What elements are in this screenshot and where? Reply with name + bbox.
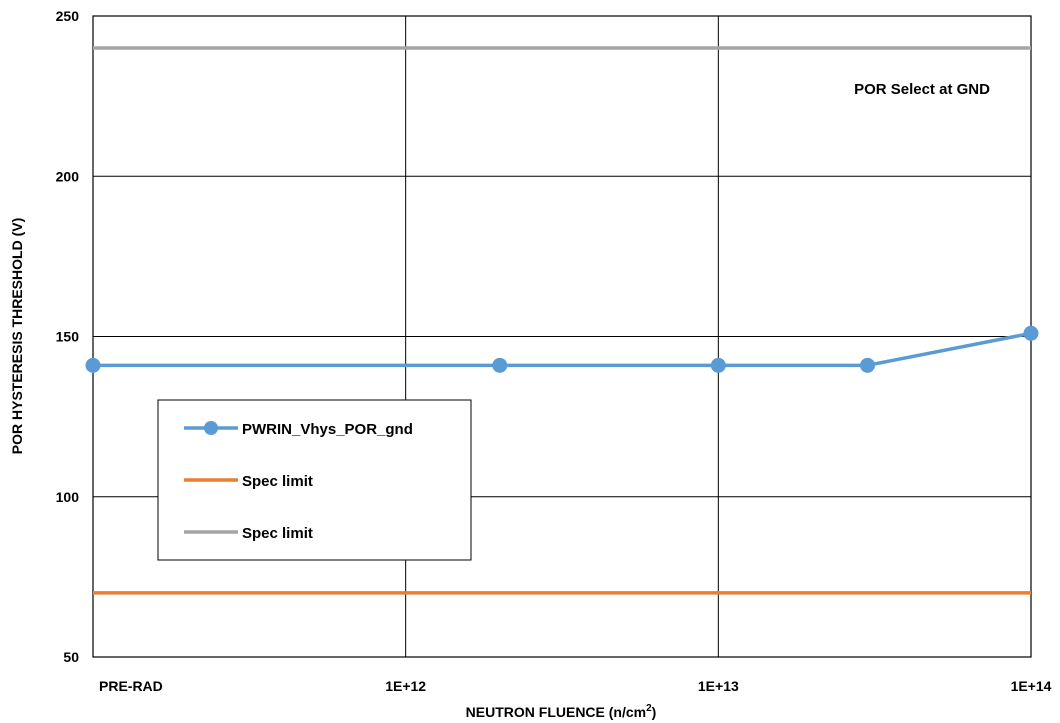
legend-label: Spec limit — [242, 525, 313, 542]
x-tick-label: 1E+12 — [385, 678, 426, 694]
data-point — [860, 357, 876, 373]
data-point — [85, 357, 101, 373]
x-tick-labels: PRE-RAD 1E+12 1E+13 1E+14 — [99, 678, 1052, 694]
y-axis-title: POR HYSTERESIS THRESHOLD (V) — [9, 218, 25, 454]
x-tick-label: PRE-RAD — [99, 678, 163, 694]
x-tick-label: 1E+14 — [1011, 678, 1052, 694]
legend-label: PWRIN_Vhys_POR_gnd — [242, 421, 413, 438]
legend-swatch-marker — [204, 421, 218, 435]
data-point — [492, 357, 508, 373]
legend: PWRIN_Vhys_POR_gnd Spec limit Spec limit — [157, 399, 472, 561]
y-tick-label: 150 — [56, 329, 80, 345]
legend-label: Spec limit — [242, 473, 313, 490]
y-tick-labels: 50 100 150 200 250 — [56, 8, 80, 665]
y-tick-label: 50 — [63, 649, 79, 665]
y-tick-label: 100 — [56, 489, 80, 505]
legend-items: PWRIN_Vhys_POR_gnd Spec limit Spec limit — [184, 421, 413, 542]
y-tick-label: 200 — [56, 168, 80, 184]
annotation-por-select: POR Select at GND — [854, 81, 990, 98]
data-point — [1023, 325, 1039, 341]
x-tick-label: 1E+13 — [698, 678, 739, 694]
series-group — [85, 46, 1039, 595]
y-tick-label: 250 — [56, 8, 80, 24]
x-axis-title: NEUTRON FLUENCE (n/cm2) — [466, 703, 657, 720]
x-axis-title-superscript: 2 — [646, 703, 652, 714]
data-point — [710, 357, 726, 373]
